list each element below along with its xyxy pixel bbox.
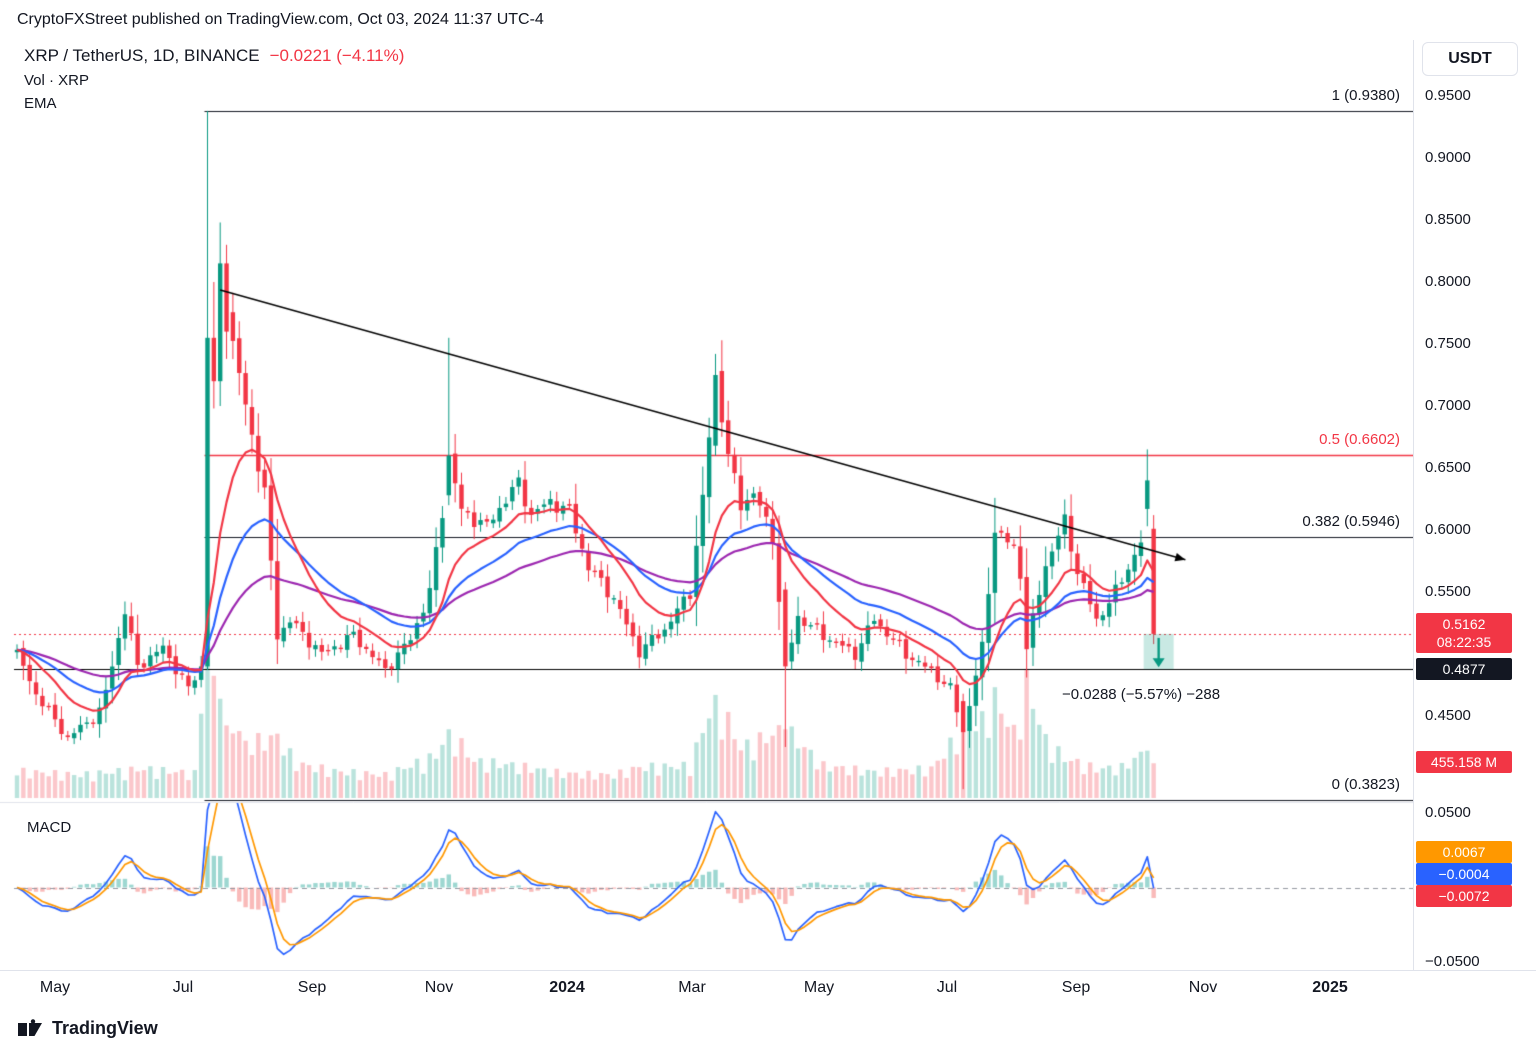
price-tick: 0.9000 [1425, 149, 1471, 166]
tradingview-wordmark[interactable]: TradingView [52, 1017, 158, 1038]
fib-label-05: 0.5 (0.6602) [1319, 431, 1400, 449]
time-tick: Nov [424, 979, 454, 996]
time-tick: 2025 [1312, 979, 1348, 996]
footer: TradingView [0, 1005, 1536, 1051]
last-price-value: 0.5162 [1442, 615, 1486, 632]
macd-line-badge: −0.0004 [1416, 863, 1512, 885]
chart-area: XRP / TetherUS, 1D, BINANCE −0.0221 (−4.1… [0, 40, 1536, 1005]
chart-canvas[interactable] [0, 40, 1413, 970]
time-tick: Mar [678, 979, 706, 996]
price-tick: 0.6000 [1425, 521, 1471, 538]
time-tick: 2024 [549, 979, 585, 996]
support-level-badge: 0.4877 [1416, 658, 1512, 681]
time-tick: May [39, 979, 71, 996]
price-tick: 0.8500 [1425, 211, 1471, 228]
currency-toggle-usdt[interactable]: USDT [1422, 42, 1518, 76]
time-tick: May [803, 979, 835, 996]
price-tick: 0.7000 [1425, 397, 1471, 414]
price-tick: 0.7500 [1425, 335, 1471, 352]
price-tick: 0.9500 [1425, 87, 1471, 104]
attribution-text: CryptoFXStreet published on TradingView.… [17, 11, 544, 28]
price-tick: 0.6500 [1425, 459, 1471, 476]
fib-label-1: 1 (0.9380) [1331, 86, 1400, 104]
time-tick: Nov [1188, 979, 1218, 996]
macd-signal-badge: 0.0067 [1416, 841, 1512, 863]
price-tick: 0.4500 [1425, 707, 1471, 724]
fib-label-0382: 0.382 (0.5946) [1302, 512, 1400, 530]
fib-label-0: 0 (0.3823) [1331, 775, 1400, 793]
bar-countdown: 08:22:35 [1436, 633, 1492, 650]
projection-annotation: −0.0288 (−5.57%) −288 [1062, 686, 1221, 703]
volume-badge: 455.158 M [1416, 751, 1512, 774]
ema-indicator-legend[interactable]: EMA [24, 95, 57, 112]
price-tick: 0.8000 [1425, 273, 1471, 290]
attribution-header: CryptoFXStreet published on TradingView.… [0, 0, 1536, 40]
macd-tick: 0.0500 [1425, 804, 1471, 821]
macd-histogram-badge: −0.0072 [1416, 885, 1512, 907]
time-axis[interactable]: May Jul Sep Nov 2024 Mar May Jul Sep Nov 2025 [0, 970, 1536, 1005]
price-change: −0.0221 (−4.11%) [269, 46, 405, 65]
time-tick: Sep [1061, 979, 1091, 996]
tradingview-logo-icon[interactable] [17, 1019, 44, 1037]
chart-legend: XRP / TetherUS, 1D, BINANCE −0.0221 (−4.1… [24, 46, 404, 112]
price-tick: 0.5500 [1425, 583, 1471, 600]
time-tick: Jul [936, 979, 958, 996]
time-tick: Jul [172, 979, 194, 996]
time-tick: Sep [297, 979, 327, 996]
volume-indicator-legend[interactable]: Vol · XRP [24, 72, 90, 89]
price-axis[interactable]: USDT 0.5162 08:22:35 0.4877 455.158 M 0.… [1413, 40, 1536, 970]
macd-pane-label[interactable]: MACD [27, 819, 72, 836]
macd-tick: −0.0500 [1425, 953, 1480, 970]
symbol-title[interactable]: XRP / TetherUS, 1D, BINANCE [24, 46, 260, 65]
last-price-badge: 0.5162 08:22:35 [1416, 612, 1512, 653]
